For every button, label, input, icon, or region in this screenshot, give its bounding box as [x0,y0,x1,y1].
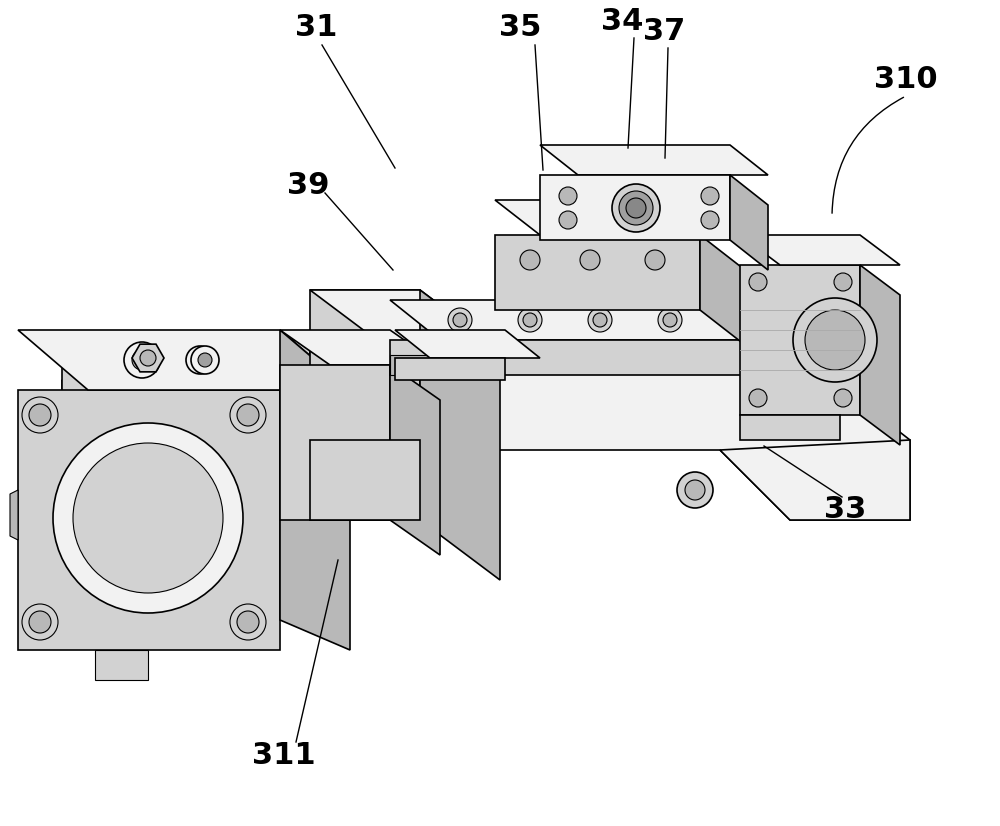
Polygon shape [95,650,148,680]
Text: 39: 39 [287,170,329,200]
Polygon shape [62,380,152,510]
Circle shape [140,350,156,366]
Circle shape [191,346,219,374]
Polygon shape [495,235,700,310]
Circle shape [124,342,160,378]
Circle shape [132,350,152,370]
Circle shape [593,313,607,327]
Polygon shape [700,235,745,345]
Circle shape [685,480,705,500]
Polygon shape [730,175,768,270]
Polygon shape [310,290,500,350]
Polygon shape [740,415,840,440]
Circle shape [834,273,852,291]
Circle shape [677,472,713,508]
Circle shape [631,211,649,229]
Circle shape [53,423,243,613]
Circle shape [192,352,208,368]
Polygon shape [132,344,164,372]
Text: 31: 31 [295,13,337,42]
Polygon shape [540,145,768,175]
Polygon shape [18,330,350,390]
Circle shape [186,346,214,374]
Circle shape [619,191,653,225]
Polygon shape [310,290,420,520]
Circle shape [22,397,58,433]
Circle shape [237,611,259,633]
Circle shape [793,298,877,382]
Polygon shape [395,358,505,380]
Circle shape [29,611,51,633]
Circle shape [580,250,600,270]
Text: 310: 310 [874,65,938,94]
Polygon shape [10,490,18,540]
Polygon shape [62,340,310,410]
Circle shape [733,313,747,327]
Circle shape [523,313,537,327]
Circle shape [559,211,577,229]
Circle shape [834,389,852,407]
Polygon shape [310,340,390,460]
Circle shape [749,273,767,291]
Polygon shape [390,340,790,375]
Circle shape [518,308,542,332]
Text: 33: 33 [824,496,866,525]
Circle shape [73,443,223,593]
Circle shape [520,250,540,270]
Circle shape [645,250,665,270]
Polygon shape [790,340,840,415]
Text: 311: 311 [252,742,316,771]
Polygon shape [860,265,900,445]
Circle shape [237,404,259,426]
Polygon shape [280,365,390,520]
Circle shape [453,313,467,327]
Polygon shape [390,365,440,555]
Polygon shape [390,300,840,340]
Circle shape [728,308,752,332]
Polygon shape [280,330,350,650]
Polygon shape [540,175,730,240]
Polygon shape [280,330,440,365]
Polygon shape [740,265,860,415]
Circle shape [658,308,682,332]
Circle shape [559,187,577,205]
Circle shape [230,397,266,433]
Circle shape [805,310,865,370]
Circle shape [612,184,660,232]
Circle shape [663,313,677,327]
Polygon shape [495,200,745,235]
Polygon shape [390,355,440,375]
Polygon shape [420,290,500,580]
Polygon shape [18,390,280,650]
Circle shape [701,211,719,229]
Circle shape [448,308,472,332]
Circle shape [701,187,719,205]
Polygon shape [62,340,390,390]
Circle shape [230,604,266,640]
Circle shape [29,404,51,426]
Circle shape [198,353,212,367]
Polygon shape [310,440,420,520]
Circle shape [588,308,612,332]
Text: 37: 37 [643,17,685,46]
Circle shape [626,198,646,218]
Circle shape [631,187,649,205]
Text: 35: 35 [499,13,541,42]
Polygon shape [720,440,910,520]
Circle shape [22,604,58,640]
Polygon shape [62,370,910,520]
Text: 34: 34 [601,7,643,36]
Polygon shape [395,330,540,358]
Circle shape [749,389,767,407]
Polygon shape [740,235,900,265]
